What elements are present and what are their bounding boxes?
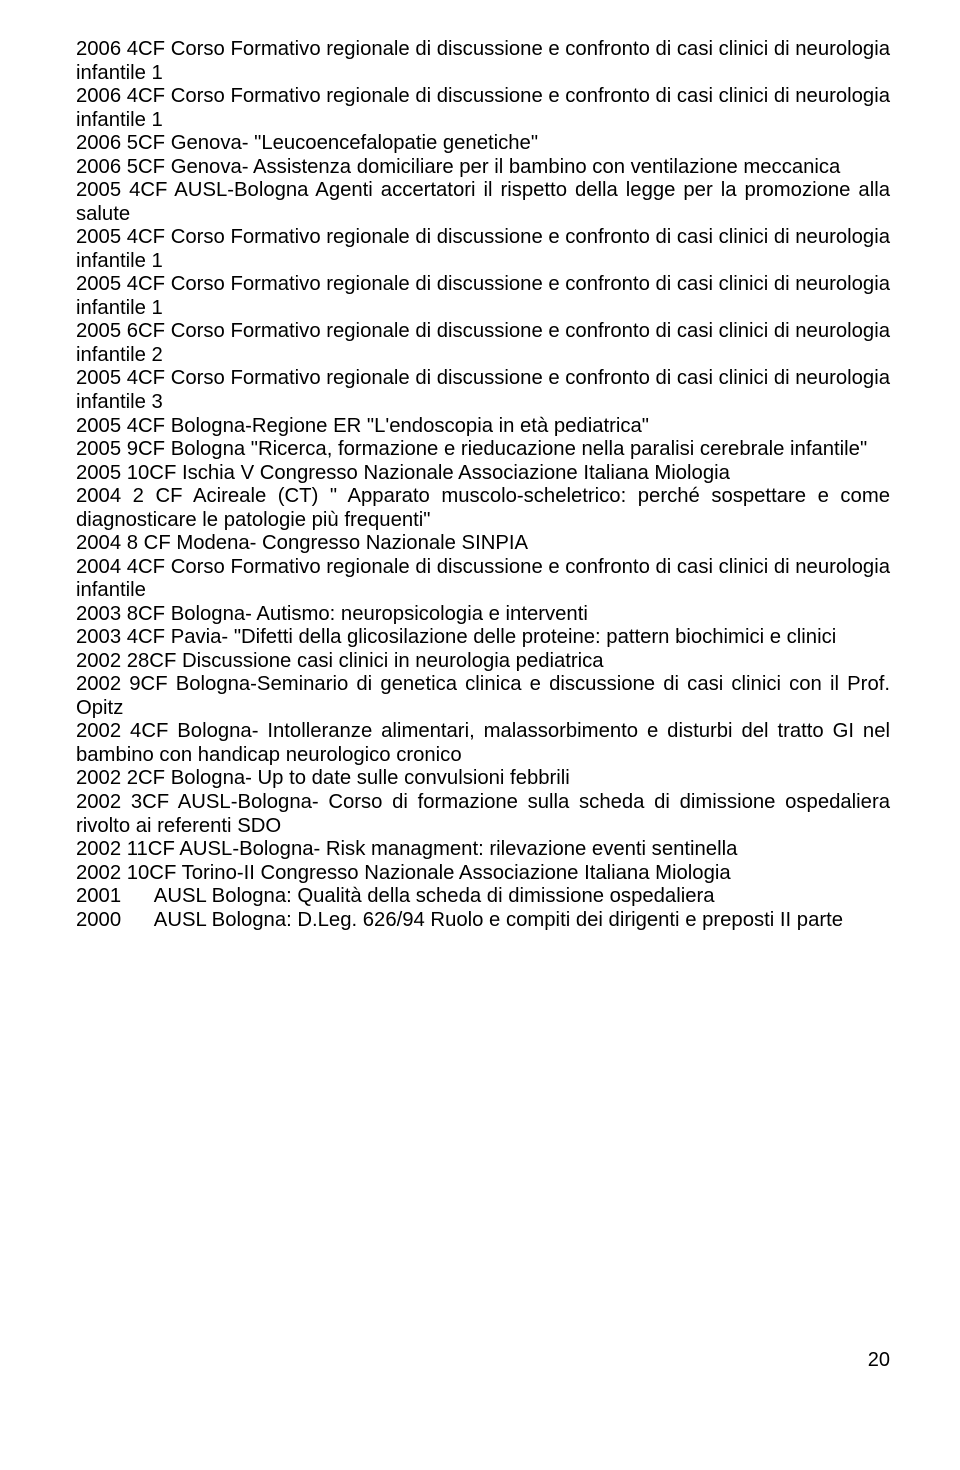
text-line: 2005 4CF Corso Formativo regionale di di…: [76, 367, 890, 414]
text-line: 2005 10CF Ischia V Congresso Nazionale A…: [76, 462, 890, 486]
document-body: 2006 4CF Corso Formativo regionale di di…: [76, 38, 890, 932]
text-line: 2002 4CF Bologna- Intolleranze alimentar…: [76, 720, 890, 767]
text-line: 2005 9CF Bologna "Ricerca, formazione e …: [76, 438, 890, 462]
text-line: 2002 2CF Bologna- Up to date sulle convu…: [76, 767, 890, 791]
text-line: 2001 AUSL Bologna: Qualità della scheda …: [76, 885, 890, 909]
text-line: 2005 4CF Bologna-Regione ER "L'endoscopi…: [76, 415, 890, 439]
text-line: 2002 9CF Bologna-Seminario di genetica c…: [76, 673, 890, 720]
text-line: 2005 4CF Corso Formativo regionale di di…: [76, 226, 890, 273]
text-line: 2002 10CF Torino-II Congresso Nazionale …: [76, 862, 890, 886]
page-number: 20: [868, 1349, 890, 1372]
text-line: 2002 11CF AUSL-Bologna- Risk managment: …: [76, 838, 890, 862]
text-line: 2005 6CF Corso Formativo regionale di di…: [76, 320, 890, 367]
text-line: 2004 4CF Corso Formativo regionale di di…: [76, 556, 890, 603]
text-line: 2003 4CF Pavia- "Difetti della glicosila…: [76, 626, 890, 650]
text-line: 2006 5CF Genova- Assistenza domiciliare …: [76, 156, 890, 180]
text-line: 2004 8 CF Modena- Congresso Nazionale SI…: [76, 532, 890, 556]
text-line: 2002 3CF AUSL-Bologna- Corso di formazio…: [76, 791, 890, 838]
text-line: 2006 4CF Corso Formativo regionale di di…: [76, 38, 890, 85]
text-line: 2005 4CF Corso Formativo regionale di di…: [76, 273, 890, 320]
text-line: 2000 AUSL Bologna: D.Leg. 626/94 Ruolo e…: [76, 909, 890, 933]
text-line: 2004 2 CF Acireale (CT) " Apparato musco…: [76, 485, 890, 532]
text-line: 2006 4CF Corso Formativo regionale di di…: [76, 85, 890, 132]
text-line: 2005 4CF AUSL-Bologna Agenti accertatori…: [76, 179, 890, 226]
text-line: 2002 28CF Discussione casi clinici in ne…: [76, 650, 890, 674]
text-line: 2006 5CF Genova- "Leucoencefalopatie gen…: [76, 132, 890, 156]
text-line: 2003 8CF Bologna- Autismo: neuropsicolog…: [76, 603, 890, 627]
document-page: 2006 4CF Corso Formativo regionale di di…: [0, 0, 960, 1470]
